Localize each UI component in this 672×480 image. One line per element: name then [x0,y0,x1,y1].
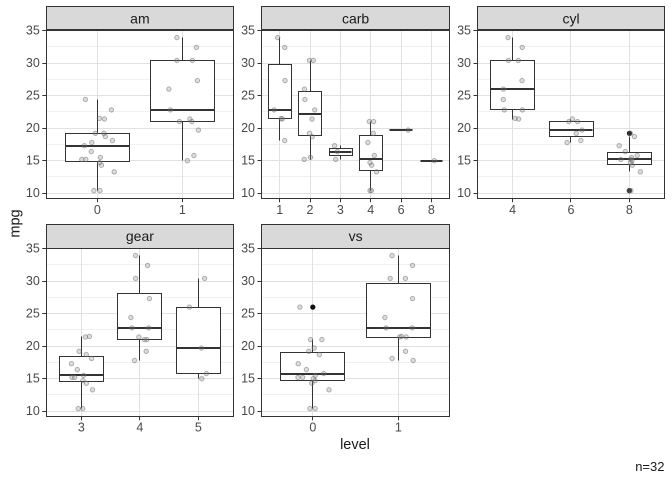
svg-text:35: 35 [457,24,471,38]
svg-text:20: 20 [26,121,40,135]
svg-text:n=32: n=32 [635,459,664,474]
svg-text:25: 25 [241,89,255,103]
svg-text:10: 10 [26,186,40,200]
svg-text:6: 6 [568,203,575,217]
svg-text:0: 0 [309,420,316,434]
svg-text:vs: vs [349,228,363,244]
svg-text:10: 10 [457,186,471,200]
svg-text:30: 30 [26,274,40,288]
svg-text:15: 15 [241,372,255,386]
svg-text:30: 30 [26,56,40,70]
svg-text:1: 1 [395,420,402,434]
svg-text:25: 25 [457,89,471,103]
svg-text:gear: gear [126,228,154,244]
svg-text:35: 35 [241,242,255,256]
svg-text:1: 1 [179,203,186,217]
svg-text:30: 30 [241,274,255,288]
svg-text:5: 5 [195,420,202,434]
svg-text:3: 3 [78,420,85,434]
svg-text:35: 35 [26,24,40,38]
svg-text:20: 20 [457,121,471,135]
svg-text:15: 15 [26,372,40,386]
svg-text:35: 35 [26,242,40,256]
svg-text:carb: carb [342,11,369,27]
svg-text:mpg: mpg [8,209,24,237]
svg-text:am: am [130,11,149,27]
svg-text:6: 6 [398,203,405,217]
svg-text:4: 4 [509,203,516,217]
svg-text:8: 8 [626,203,633,217]
svg-text:20: 20 [241,339,255,353]
svg-text:15: 15 [457,154,471,168]
svg-text:4: 4 [367,203,374,217]
svg-text:25: 25 [26,307,40,321]
svg-text:30: 30 [457,56,471,70]
svg-text:15: 15 [26,154,40,168]
svg-text:level: level [340,437,370,453]
svg-text:4: 4 [136,420,143,434]
svg-text:20: 20 [241,121,255,135]
svg-text:0: 0 [94,203,101,217]
svg-text:10: 10 [241,186,255,200]
svg-text:8: 8 [428,203,435,217]
svg-text:20: 20 [26,339,40,353]
svg-text:35: 35 [241,24,255,38]
svg-text:10: 10 [26,404,40,418]
svg-text:cyl: cyl [562,11,579,27]
svg-text:15: 15 [241,154,255,168]
svg-text:2: 2 [307,203,314,217]
svg-text:25: 25 [26,89,40,103]
svg-text:1: 1 [276,203,283,217]
svg-text:3: 3 [337,203,344,217]
svg-text:10: 10 [241,404,255,418]
svg-text:25: 25 [241,307,255,321]
svg-text:30: 30 [241,56,255,70]
